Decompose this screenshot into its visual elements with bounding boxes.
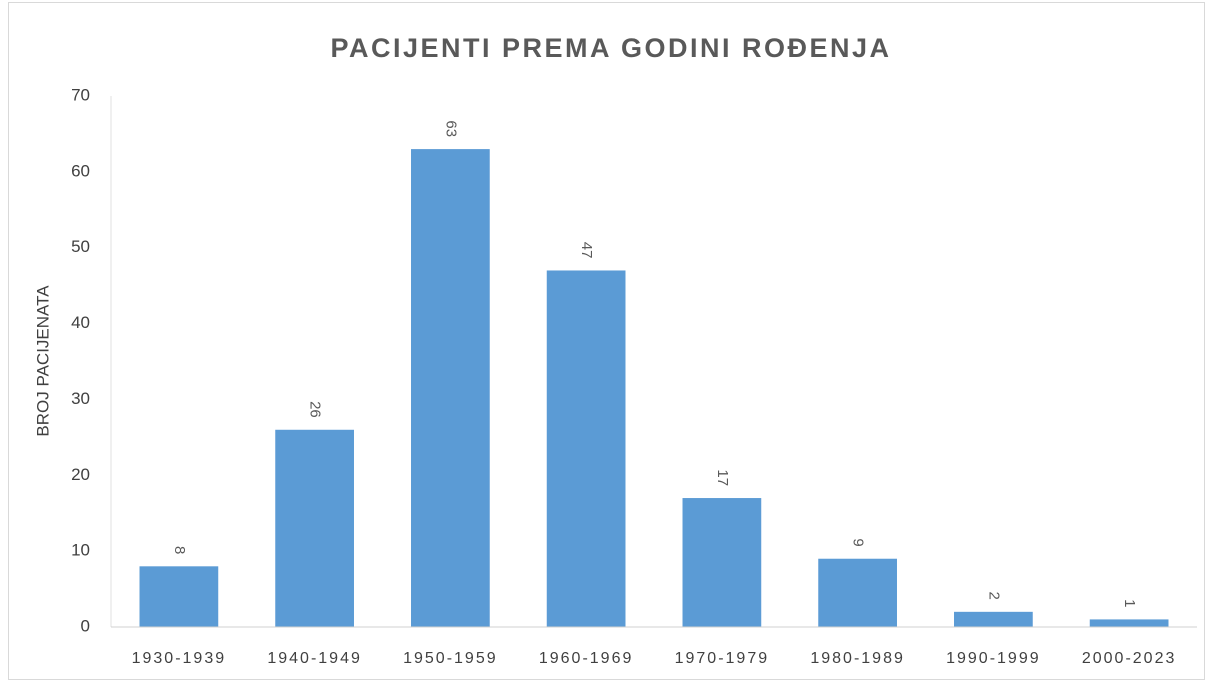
x-tick-label: 1960-1969 [539, 650, 634, 667]
x-tick-label: 1970-1979 [675, 650, 770, 667]
chart-title: PACIJENTI PREMA GODINI ROĐENJA [330, 33, 891, 63]
y-tick-label: 0 [81, 616, 90, 635]
y-tick-label: 50 [71, 237, 90, 256]
value-label: 9 [850, 538, 867, 546]
y-axis-label: BROJ PACIJENATA [33, 285, 52, 437]
y-tick-label: 70 [71, 85, 90, 104]
bar [954, 611, 1033, 627]
y-tick-label: 10 [71, 541, 90, 560]
y-tick-label: 40 [71, 313, 90, 332]
x-tick-label: 1980-1989 [810, 650, 905, 667]
bar [275, 429, 354, 627]
x-tick-label: 1940-1949 [267, 650, 362, 667]
value-label: 17 [714, 469, 731, 486]
y-tick-label: 60 [71, 161, 90, 180]
bar [1089, 619, 1169, 627]
bar [682, 498, 762, 627]
value-label: 63 [442, 120, 459, 137]
bar [411, 149, 490, 627]
x-tick-label: 2000-2023 [1082, 650, 1177, 667]
value-label: 8 [171, 546, 188, 554]
bar [139, 566, 219, 627]
x-tick-label: 1950-1959 [403, 650, 498, 667]
y-tick-label: 20 [71, 465, 90, 484]
x-tick-label: 1930-1939 [132, 650, 227, 667]
value-label: 26 [307, 401, 324, 418]
bar [818, 558, 897, 627]
x-tick-label: 1990-1999 [946, 650, 1041, 667]
bar [546, 270, 626, 627]
value-label: 1 [1121, 599, 1138, 607]
y-tick-label: 30 [71, 389, 90, 408]
value-label: 2 [985, 591, 1002, 599]
value-label: 47 [578, 242, 595, 259]
